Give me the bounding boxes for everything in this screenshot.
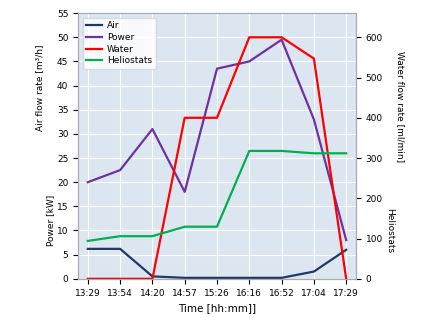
Text: Air flow rate [m³/h]: Air flow rate [m³/h] <box>35 44 44 131</box>
Air <box>85 247 90 251</box>
Power <box>182 190 187 194</box>
Heliostats <box>182 225 187 229</box>
Water <box>182 116 187 120</box>
Heliostats <box>118 234 123 238</box>
Water <box>214 116 220 120</box>
Line: Air: Air <box>88 249 346 278</box>
Text: Power [kW]: Power [kW] <box>46 195 55 246</box>
Water <box>150 277 155 281</box>
Power <box>150 127 155 131</box>
Heliostats <box>85 239 90 243</box>
Heliostats <box>247 149 252 153</box>
Line: Heliostats: Heliostats <box>88 151 346 241</box>
Air <box>182 276 187 280</box>
Air <box>247 276 252 280</box>
Power <box>85 180 90 184</box>
Air <box>311 270 316 274</box>
Air <box>279 276 284 280</box>
Air <box>344 248 349 252</box>
Water <box>279 35 284 39</box>
Heliostats <box>344 151 349 155</box>
Air <box>150 275 155 278</box>
Legend: Air, Power, Water, Heliostats: Air, Power, Water, Heliostats <box>82 18 156 69</box>
Line: Power: Power <box>88 40 346 240</box>
Heliostats <box>150 234 155 238</box>
Text: Water flow rate [ml/min]: Water flow rate [ml/min] <box>396 51 405 162</box>
Water <box>85 277 90 281</box>
X-axis label: Time [hh:mm]]: Time [hh:mm]] <box>178 303 256 313</box>
Water <box>311 57 316 61</box>
Power <box>279 38 284 42</box>
Air <box>214 276 220 280</box>
Heliostats <box>311 151 316 155</box>
Air <box>118 247 123 251</box>
Power <box>214 67 220 71</box>
Power <box>118 168 123 172</box>
Water <box>344 277 349 281</box>
Water <box>118 277 123 281</box>
Power <box>311 117 316 121</box>
Water <box>247 35 252 39</box>
Text: Heliostats: Heliostats <box>385 208 394 254</box>
Line: Water: Water <box>88 37 346 279</box>
Heliostats <box>279 149 284 153</box>
Power <box>247 59 252 63</box>
Power <box>344 238 349 242</box>
Heliostats <box>214 225 220 229</box>
